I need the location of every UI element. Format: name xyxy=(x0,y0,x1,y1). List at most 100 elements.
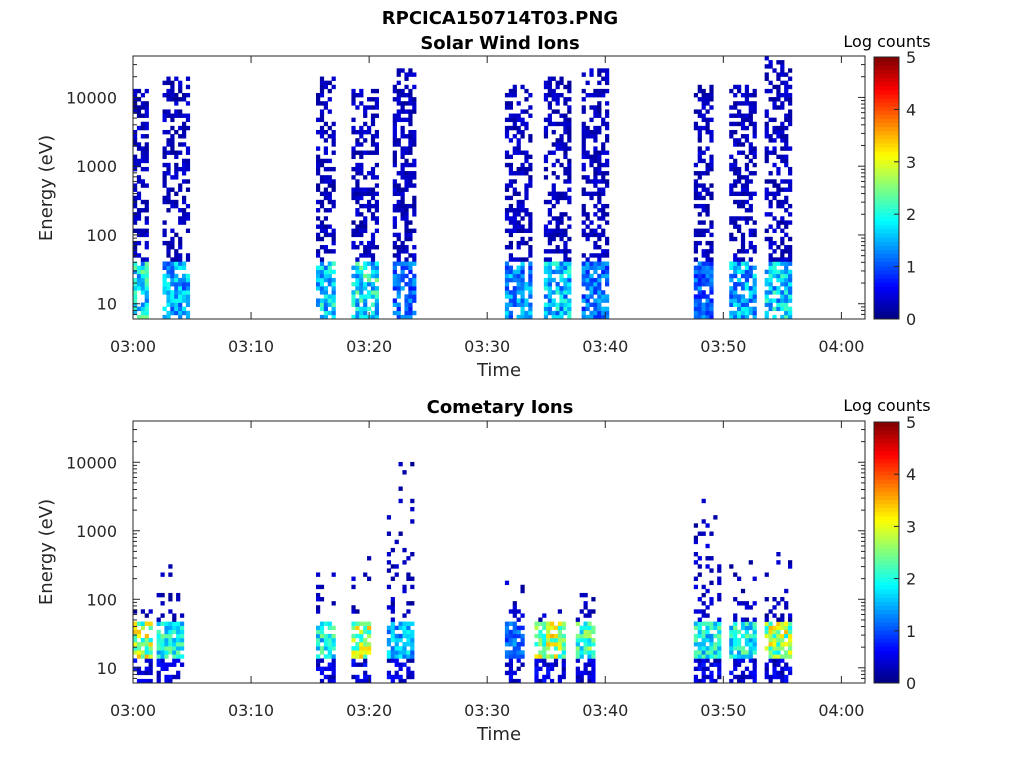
spectrogram-cell xyxy=(697,306,702,312)
spectrogram-cell xyxy=(508,216,513,221)
spectrogram-cell xyxy=(729,277,734,283)
spectrogram-cell xyxy=(512,117,517,123)
spectrogram-cell xyxy=(605,121,610,127)
spectrogram-cell xyxy=(579,629,584,635)
spectrogram-cell xyxy=(504,290,510,295)
spectrogram-cell xyxy=(178,142,183,147)
spectrogram-cell xyxy=(752,298,757,303)
spectrogram-cell xyxy=(133,290,138,295)
spectrogram-cell xyxy=(178,134,183,139)
spectrogram-cell xyxy=(559,306,564,312)
spectrogram-cell xyxy=(733,302,738,307)
spectrogram-cell xyxy=(693,560,699,565)
spectrogram-cell xyxy=(408,294,413,299)
spectrogram-cell xyxy=(140,678,145,684)
spectrogram-cell xyxy=(697,678,702,684)
spectrogram-cell xyxy=(351,175,356,180)
spectrogram-cell xyxy=(508,208,513,213)
spectrogram-cell xyxy=(396,92,401,98)
spectrogram-cell xyxy=(374,277,379,283)
spectrogram-cell xyxy=(359,306,364,312)
spectrogram-cell xyxy=(772,650,777,655)
spectrogram-cell xyxy=(359,310,364,316)
spectrogram-cell xyxy=(327,678,332,684)
spectrogram-cell xyxy=(410,658,415,663)
spectrogram-cell xyxy=(412,286,417,291)
spectrogram-cell xyxy=(744,282,750,287)
spectrogram-cell xyxy=(520,171,525,176)
spectrogram-cell xyxy=(784,674,789,680)
spectrogram-cell xyxy=(737,166,742,172)
spectrogram-cell xyxy=(717,637,722,643)
spectrogram-cell xyxy=(392,216,397,221)
spectrogram-cell xyxy=(740,617,746,622)
spectrogram-cell xyxy=(182,310,187,316)
spectrogram-cell xyxy=(319,670,325,676)
spectrogram-cell xyxy=(748,117,753,123)
spectrogram-cell xyxy=(693,625,699,631)
spectrogram-cell xyxy=(748,146,753,151)
spectrogram-cell xyxy=(709,257,714,262)
spectrogram-cell xyxy=(166,310,171,316)
spectrogram-cell xyxy=(162,273,167,279)
spectrogram-cell xyxy=(512,605,517,610)
spectrogram-cell xyxy=(374,273,379,279)
spectrogram-cell xyxy=(709,158,714,164)
spectrogram-cell xyxy=(788,273,793,279)
spectrogram-cell xyxy=(776,187,781,192)
spectrogram-cell xyxy=(512,121,517,127)
spectrogram-cell xyxy=(784,92,789,98)
spectrogram-cell xyxy=(162,179,167,184)
spectrogram-cell xyxy=(589,158,594,164)
spectrogram-cell xyxy=(776,72,781,77)
spectrogram-cell xyxy=(520,654,525,659)
spectrogram-cell xyxy=(748,625,753,631)
spectrogram-cell xyxy=(780,60,785,65)
spectrogram-cell xyxy=(737,277,742,283)
spectrogram-cell xyxy=(528,245,533,250)
spectrogram-cell xyxy=(567,306,572,312)
spectrogram-cell xyxy=(512,294,517,299)
spectrogram-cell xyxy=(752,282,757,287)
colorbar-segment xyxy=(874,426,899,431)
spectrogram-cell xyxy=(744,642,750,647)
spectrogram-cell xyxy=(780,220,785,225)
spectrogram-cell xyxy=(788,670,793,676)
spectrogram-cell xyxy=(705,212,710,217)
spectrogram-cell xyxy=(140,269,145,275)
spectrogram-cell xyxy=(697,191,702,197)
spectrogram-cell xyxy=(178,113,183,118)
spectrogram-cell xyxy=(737,674,742,680)
spectrogram-cell xyxy=(581,166,586,172)
spectrogram-cell xyxy=(363,650,368,655)
spectrogram-cell xyxy=(693,666,699,672)
spectrogram-cell xyxy=(408,314,413,320)
spectrogram-cell xyxy=(729,302,734,307)
spectrogram-cell xyxy=(563,150,568,155)
spectrogram-cell xyxy=(709,154,714,160)
spectrogram-cell xyxy=(559,232,564,238)
colorbar-segment xyxy=(874,200,899,205)
spectrogram-cell xyxy=(780,621,785,626)
spectrogram-cell xyxy=(406,650,411,655)
spectrogram-cell xyxy=(331,290,336,295)
spectrogram-cell xyxy=(567,138,572,143)
spectrogram-cell xyxy=(555,228,560,233)
spectrogram-cell xyxy=(768,117,773,123)
spectrogram-cell xyxy=(729,678,734,684)
spectrogram-cell xyxy=(316,654,321,659)
spectrogram-cell xyxy=(156,633,161,639)
spectrogram-cell xyxy=(412,199,417,205)
spectrogram-cell xyxy=(316,187,321,192)
spectrogram-cell xyxy=(351,146,356,151)
spectrogram-cell xyxy=(408,253,413,258)
spectrogram-cell xyxy=(705,129,710,135)
spectrogram-cell xyxy=(748,109,753,114)
spectrogram-cell xyxy=(764,236,769,242)
spectrogram-cell xyxy=(316,208,321,213)
spectrogram-cell xyxy=(136,306,142,312)
spectrogram-cell xyxy=(408,138,413,143)
spectrogram-cell xyxy=(693,674,699,680)
spectrogram-cell xyxy=(140,265,145,270)
spectrogram-cell xyxy=(172,654,177,659)
